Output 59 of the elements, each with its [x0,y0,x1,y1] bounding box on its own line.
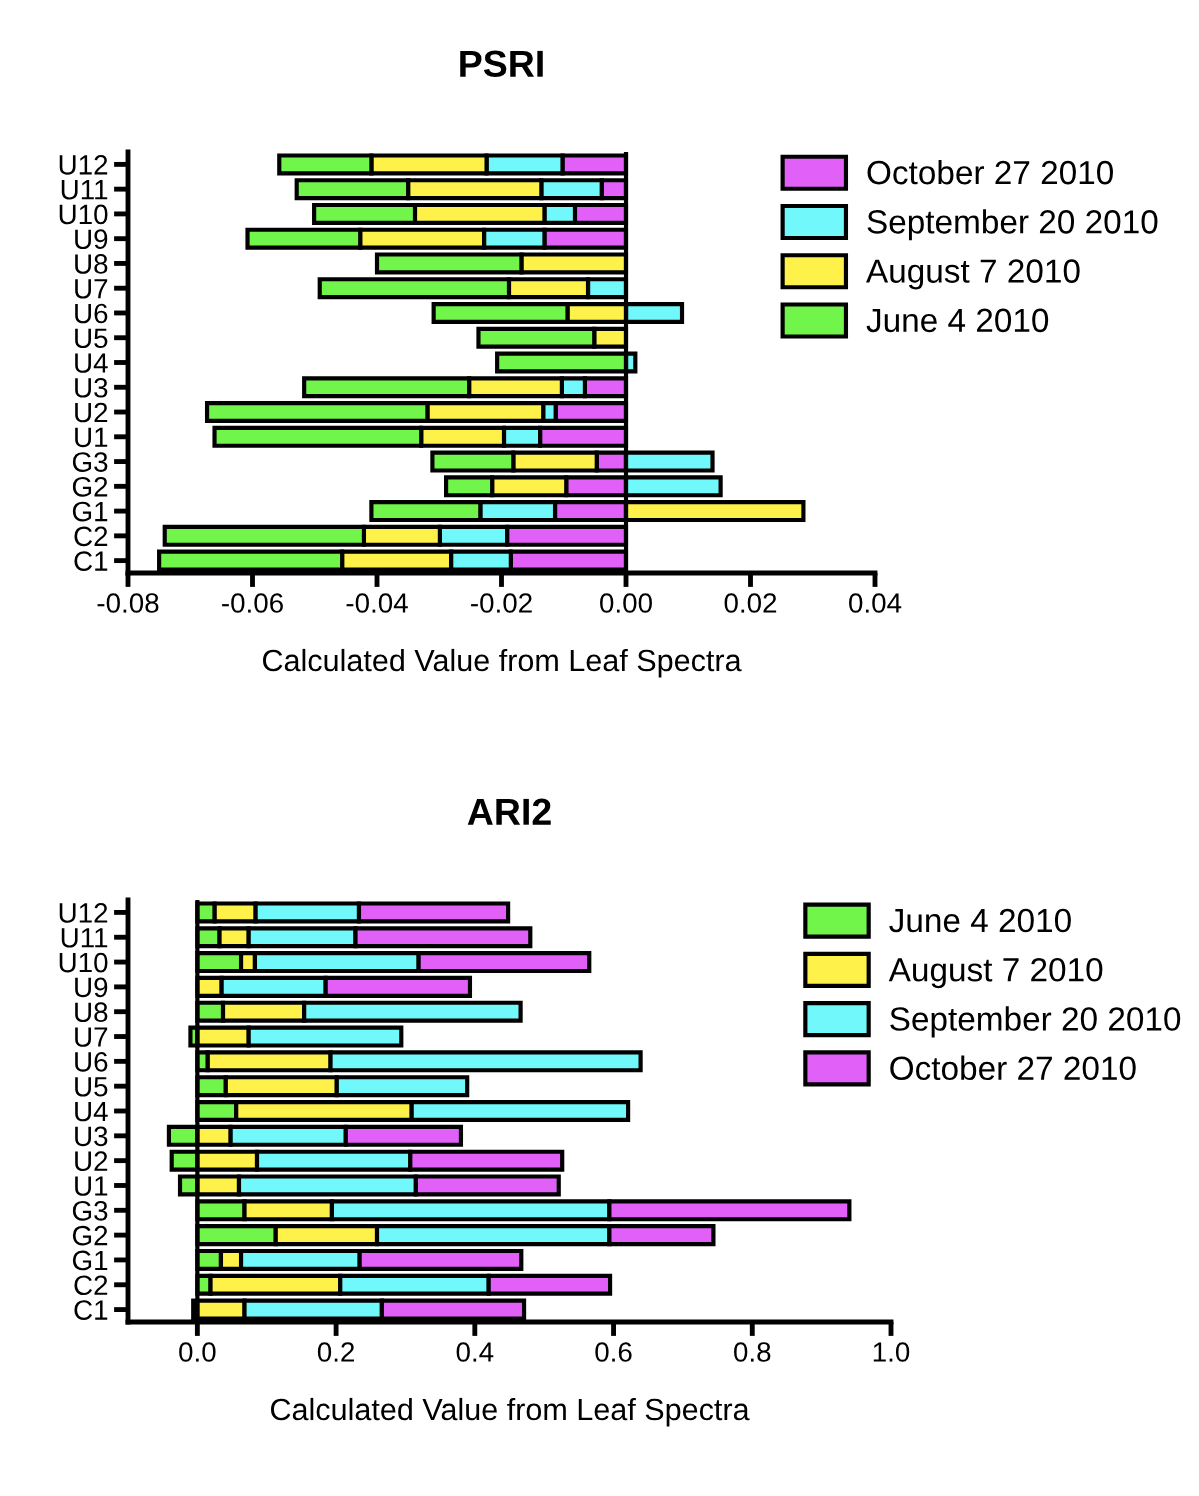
y-tick-label: U1 [75,427,108,448]
y-tick-label: G1 [72,1250,108,1271]
legend-label: September 20 2010 [890,1006,1181,1038]
y-tick-label: U11 [61,928,108,948]
y-tick-label: U9 [75,977,108,998]
y-tick-label: C2 [74,526,108,547]
y-tick-label: U3 [75,1126,108,1147]
y-tick-label: U7 [75,1027,108,1047]
legend-label: September 20 2010 [867,209,1158,241]
x-tick-label: 0.4 [456,1342,494,1362]
legend-label: October 27 2010 [867,159,1113,185]
legend-label: October 27 2010 [890,1055,1136,1081]
x-tick-label: -0.08 [97,593,159,613]
y-tick-label: U12 [59,155,108,175]
legend-label: June 4 2010 [889,908,1071,933]
x-tick-label: 0.8 [734,1342,771,1362]
x-tick-label: -0.04 [346,593,408,613]
y-tick-label: U5 [75,328,108,349]
y-tick-label: U12 [59,903,108,923]
y-tick-label: U10 [59,204,108,225]
x-tick-label: -0.06 [222,593,283,613]
y-tick-label: U4 [75,1101,108,1122]
y-tick-label: U3 [75,377,108,398]
y-tick-label: U5 [75,1077,108,1097]
x-tick-label: 0.2 [317,1342,355,1362]
y-tick-label: U6 [75,303,108,324]
y-tick-label: C2 [74,1275,108,1296]
y-tick-label: G3 [72,1200,108,1221]
y-tick-label: U1 [75,1176,108,1196]
legend-label: August 7 2010 [866,259,1080,290]
x-axis-title: Calculated Value from Leaf Spectra [263,648,742,678]
y-tick-label: U8 [75,254,108,274]
y-tick-label: U7 [75,279,108,299]
x-tick-label: 0.6 [595,1342,632,1362]
y-tick-label: U9 [75,229,108,250]
x-axis-title: Calculated Value from Leaf Spectra [271,1397,750,1427]
legend-label: June 4 2010 [866,308,1049,333]
y-tick-label: G3 [72,452,108,472]
legend-label: August 7 2010 [888,957,1103,989]
y-tick-label: U2 [75,402,108,423]
y-tick-label: U2 [75,1151,108,1171]
chart-title: PSRI [460,50,543,78]
x-tick-label: 0.02 [724,593,777,613]
y-tick-label: U8 [75,1002,108,1023]
y-tick-label: C1 [74,551,108,571]
y-tick-label: C1 [74,1300,108,1320]
y-tick-label: G2 [72,1225,108,1246]
x-tick-label: 0.04 [849,593,902,613]
x-tick-label: -0.02 [471,593,532,613]
x-tick-label: 1.0 [873,1342,910,1362]
x-tick-label: 0.00 [600,593,652,613]
y-tick-label: G1 [72,501,108,522]
y-tick-label: U10 [59,952,108,973]
y-tick-label: U6 [75,1052,108,1072]
y-tick-label: U11 [61,180,108,200]
x-tick-label: 0.0 [179,1342,216,1362]
y-tick-label: U4 [75,353,108,373]
y-tick-label: G2 [72,476,108,497]
chart-title: ARI2 [467,798,551,825]
